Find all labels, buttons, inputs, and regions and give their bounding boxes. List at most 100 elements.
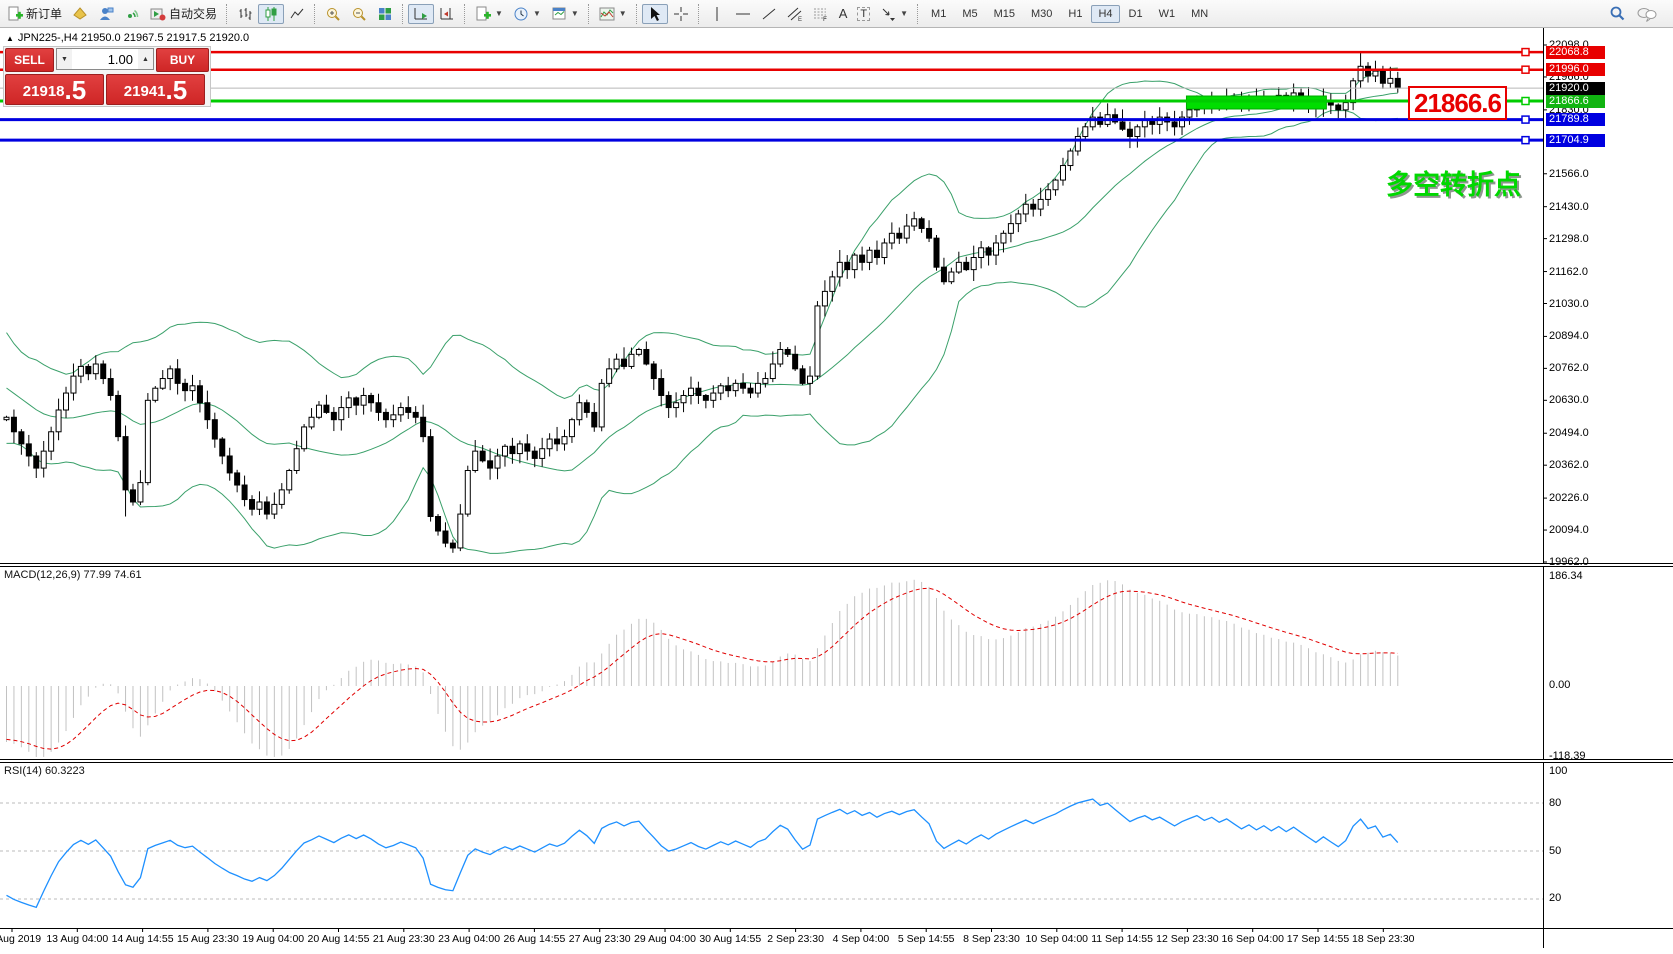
candle-body bbox=[100, 363, 107, 380]
rsi-axis-label: 50 bbox=[1549, 845, 1562, 857]
buy-price[interactable]: 21941.5 bbox=[106, 74, 205, 105]
trendline-icon bbox=[762, 8, 776, 19]
timeframe-button-d1[interactable]: D1 bbox=[1128, 7, 1143, 20]
text-label-button[interactable]: T bbox=[852, 4, 875, 24]
timeframe-button-m5[interactable]: M5 bbox=[962, 7, 978, 20]
time-axis-label: 2 Sep 23:30 bbox=[767, 933, 824, 945]
cursor-button[interactable] bbox=[641, 3, 668, 24]
price-axis-label: 20762.0 bbox=[1549, 362, 1589, 375]
bar-chart-button[interactable] bbox=[232, 4, 258, 24]
templates-button[interactable]: ▼ bbox=[546, 4, 584, 24]
sell-price-frac: .5 bbox=[64, 75, 87, 105]
timeframe-button-w1[interactable]: W1 bbox=[1158, 7, 1176, 20]
chart-shift-icon bbox=[440, 7, 454, 19]
search-button[interactable] bbox=[1604, 4, 1631, 24]
candle-body bbox=[249, 499, 256, 510]
price-line-label: 21920.0 bbox=[1546, 81, 1605, 95]
volume-input[interactable]: 1.00 bbox=[107, 51, 133, 67]
new-chart-button[interactable]: ▼ bbox=[470, 4, 508, 24]
timeframe-button-h4[interactable]: H4 bbox=[1091, 4, 1120, 23]
candle-body bbox=[754, 382, 761, 394]
candle-body bbox=[963, 261, 970, 271]
sell-price-main: 21918 bbox=[22, 83, 65, 100]
timeframe-button-h1[interactable]: H1 bbox=[1068, 7, 1083, 20]
time-axis-label: 27 Aug 23:30 bbox=[568, 933, 631, 945]
candle-body bbox=[836, 261, 843, 278]
buy-button[interactable]: BUY bbox=[156, 48, 209, 72]
timeframe-button-m15[interactable]: M15 bbox=[993, 7, 1016, 20]
macd-main-value: 77.99 bbox=[83, 569, 112, 581]
timeframe-group: M1 M5 M15 M30 H1 H4 D1 W1 MN bbox=[923, 4, 1216, 23]
chart-canvas[interactable] bbox=[0, 28, 1673, 954]
rsi-axis-label: 20 bbox=[1549, 892, 1562, 904]
candle-body bbox=[1335, 104, 1342, 111]
candle-body bbox=[539, 448, 546, 459]
chart-shift-button[interactable] bbox=[434, 4, 460, 24]
candle-body bbox=[308, 416, 315, 428]
sell-price[interactable]: 21918.5 bbox=[5, 74, 104, 105]
sell-button[interactable]: SELL bbox=[5, 48, 54, 72]
candle-body bbox=[546, 438, 553, 450]
equidistant-channel-button[interactable]: E bbox=[782, 4, 808, 24]
candle-body bbox=[665, 394, 672, 409]
candle-body bbox=[182, 382, 189, 392]
toolbar-separator bbox=[697, 3, 700, 24]
periods-button[interactable]: ▼ bbox=[508, 4, 546, 24]
timeframe-button-m1[interactable]: M1 bbox=[931, 7, 947, 20]
arrows-icon bbox=[882, 8, 896, 21]
auto-trading-label: 自动交易 bbox=[169, 7, 218, 21]
price-line-marker bbox=[1521, 65, 1530, 74]
chevron-down-icon: ▼ bbox=[570, 9, 579, 18]
volume-decrease-button[interactable]: ▼ bbox=[57, 49, 72, 69]
zoom-out-button[interactable] bbox=[346, 4, 372, 24]
trendline-button[interactable] bbox=[756, 4, 782, 24]
one-click-trade-panel: SELL ▼ 1.00 ▲ BUY 21918.5 21941.5 bbox=[3, 46, 211, 107]
symbol-header[interactable]: ▲ JPN225-,H4 21950.0 21967.5 21917.5 2192… bbox=[6, 32, 249, 44]
horizontal-line-button[interactable] bbox=[730, 4, 756, 24]
candle-body bbox=[881, 242, 888, 259]
zoom-in-button[interactable] bbox=[320, 4, 346, 24]
chevron-down-icon: ▼ bbox=[532, 9, 541, 18]
text-button[interactable]: A bbox=[834, 4, 853, 24]
chat-button[interactable] bbox=[1631, 4, 1663, 24]
time-axis-label: 21 Aug 23:30 bbox=[372, 933, 435, 945]
chat-icon bbox=[1637, 7, 1657, 22]
volume-increase-button[interactable]: ▲ bbox=[138, 49, 153, 69]
tile-windows-button[interactable] bbox=[372, 4, 398, 24]
candle-body bbox=[70, 375, 77, 394]
price-axis-label: 19962.0 bbox=[1549, 556, 1589, 568]
candle-body bbox=[866, 249, 873, 263]
gold-button[interactable] bbox=[67, 4, 93, 24]
indicators-button[interactable]: ▼ bbox=[594, 4, 632, 24]
arrows-button[interactable]: ▼ bbox=[875, 4, 913, 24]
candle-body bbox=[554, 438, 561, 445]
price-axis-label: 21030.0 bbox=[1549, 297, 1589, 310]
line-chart-button[interactable] bbox=[284, 4, 310, 24]
auto-scroll-button[interactable] bbox=[408, 3, 435, 24]
candlestick-chart-button[interactable] bbox=[258, 3, 285, 24]
vertical-line-button[interactable] bbox=[704, 4, 730, 24]
new-order-button[interactable]: 新订单 bbox=[2, 4, 67, 24]
fibonacci-button[interactable]: F bbox=[808, 4, 834, 24]
candle-body bbox=[63, 392, 70, 411]
panel-separator-macd[interactable] bbox=[0, 563, 1673, 567]
candle-body bbox=[955, 261, 962, 273]
auto-trading-button[interactable]: 自动交易 bbox=[145, 4, 222, 24]
crosshair-button[interactable] bbox=[668, 4, 694, 24]
price-axis-label: 21566.0 bbox=[1549, 167, 1589, 180]
candle-body bbox=[234, 472, 241, 486]
collapse-panel-icon[interactable]: ▲ bbox=[6, 34, 14, 43]
trade-prices-row: 21918.5 21941.5 bbox=[5, 74, 209, 105]
timeframe-button-mn[interactable]: MN bbox=[1191, 7, 1209, 20]
candle-body bbox=[561, 436, 568, 445]
new-chart-icon bbox=[476, 6, 492, 20]
signals-button[interactable] bbox=[119, 4, 145, 24]
fibonacci-icon: F bbox=[813, 8, 827, 22]
timeframe-button-m30[interactable]: M30 bbox=[1031, 7, 1053, 20]
chart-window[interactable]: ▲ JPN225-,H4 21950.0 21967.5 21917.5 2192… bbox=[0, 28, 1673, 954]
candle-body bbox=[353, 397, 360, 406]
candle-body bbox=[129, 489, 136, 503]
community-button[interactable] bbox=[93, 4, 119, 24]
clock-icon bbox=[514, 7, 528, 20]
panel-separator-rsi[interactable] bbox=[0, 759, 1673, 763]
